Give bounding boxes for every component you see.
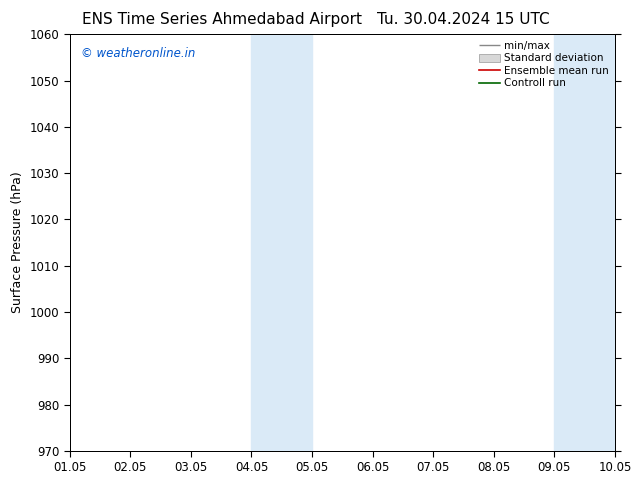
Text: © weatheronline.in: © weatheronline.in bbox=[81, 47, 195, 60]
Bar bbox=[252, 34, 312, 451]
Text: ENS Time Series Ahmedabad Airport: ENS Time Series Ahmedabad Airport bbox=[82, 12, 362, 27]
Text: Tu. 30.04.2024 15 UTC: Tu. 30.04.2024 15 UTC bbox=[377, 12, 549, 27]
Legend: min/max, Standard deviation, Ensemble mean run, Controll run: min/max, Standard deviation, Ensemble me… bbox=[475, 36, 613, 93]
Bar bbox=[554, 34, 615, 451]
Y-axis label: Surface Pressure (hPa): Surface Pressure (hPa) bbox=[11, 172, 24, 314]
